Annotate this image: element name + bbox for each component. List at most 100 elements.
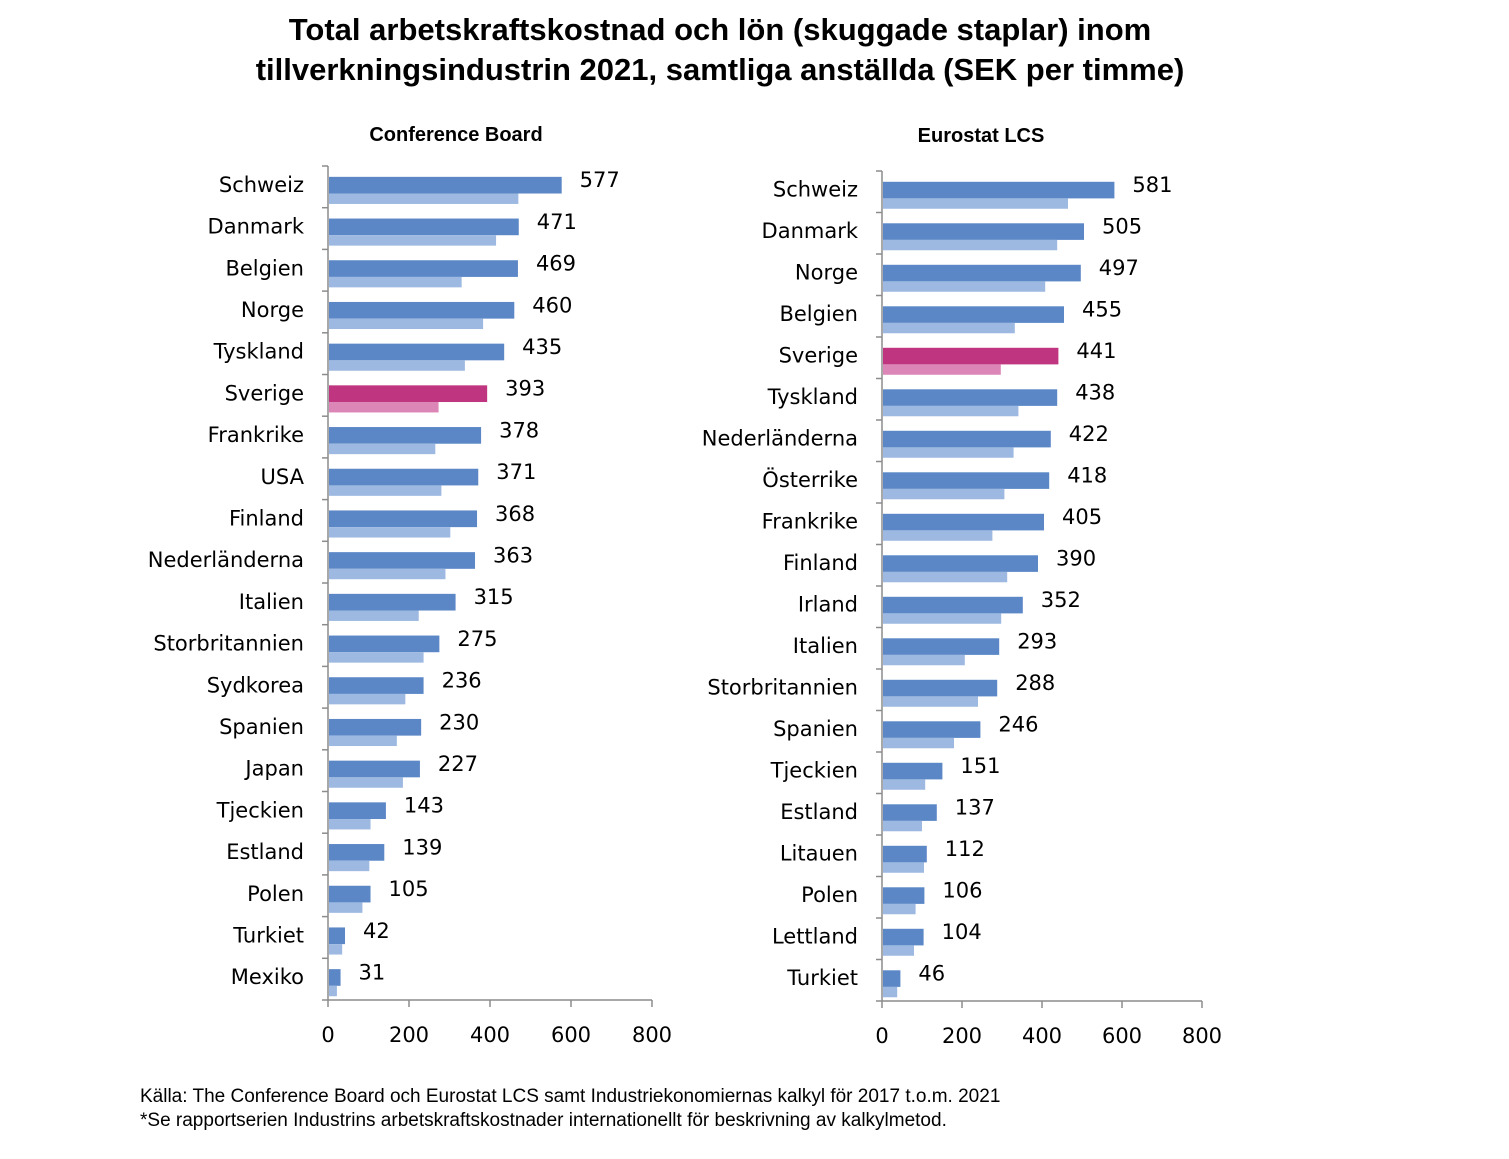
bar-total-nederlanderna [329,552,476,569]
bar-wage-norge [329,318,484,330]
category-label-tyskland: Tyskland [767,385,858,409]
bar-wage-osterrike [883,488,1005,500]
bar-wage-litauen [883,862,924,873]
bar-wage-finland [329,527,451,538]
bar-total-lettland [883,928,924,946]
bar-total-irland [883,596,1023,614]
category-label-tjeckien: Tjeckien [770,759,858,783]
bar-total-tjeckien [329,802,386,820]
bar-total-nederlanderna [883,430,1051,448]
category-label-schweiz: Schweiz [219,173,304,197]
value-label-schweiz: 577 [580,168,620,192]
bar-total-schweiz [883,181,1115,199]
bar-total-litauen [883,845,927,863]
value-label-danmark: 505 [1102,215,1142,239]
value-label-turkiet: 46 [918,962,945,986]
x-tick-label: 400 [1022,1024,1062,1048]
bar-wage-belgien [329,276,462,288]
category-label-italien: Italien [793,634,858,658]
x-tick-label: 200 [389,1023,429,1047]
value-label-spanien: 246 [998,713,1038,737]
chart-title-line-1: Total arbetskraftskostnad och lön (skugg… [288,12,1152,47]
bar-total-norge [883,264,1081,282]
bar-total-danmark [883,223,1084,240]
bar-total-polen [883,887,925,904]
category-label-polen: Polen [801,883,858,907]
category-label-frankrike: Frankrike [208,423,304,447]
x-tick-label: 600 [551,1023,591,1047]
bar-wage-polen [329,902,363,913]
bar-wage-tjeckien [329,819,371,830]
value-label-polen: 106 [942,879,982,903]
bar-wage-tyskland [329,360,465,371]
bar-wage-schweiz [883,198,1068,209]
bar-wage-turkiet [329,944,343,955]
category-label-irland: Irland [798,593,858,617]
category-label-norge: Norge [241,298,304,322]
bar-total-belgien [883,306,1064,323]
panel-conference-board: Conference Board 0 200 400 600 800 Schweiz 577 D… [148,124,672,1047]
value-label-finland: 368 [495,502,535,526]
source-note: Källa: The Conference Board och Eurostat… [140,1085,1000,1133]
bar-total-storbritannien [329,635,440,653]
bar-wage-finland [883,571,1008,583]
value-label-nederlanderna: 363 [493,543,533,567]
value-label-tyskland: 438 [1075,381,1115,405]
source-line-2: *Se rapportserien Industrins arbetskraft… [140,1110,947,1131]
bar-total-japan [329,760,420,778]
value-label-japan: 227 [438,752,478,776]
value-label-norge: 497 [1099,256,1139,280]
bar-wage-lettland [883,945,914,956]
bar-total-estland [883,804,937,821]
bar-total-tjeckien [883,762,943,780]
bar-total-tyskland [883,389,1058,406]
bar-total-frankrike [883,513,1044,531]
category-label-storbritannien: Storbritannien [707,676,858,700]
category-label-sverige: Sverige [225,381,304,405]
bar-wage-belgien [883,322,1015,334]
category-label-danmark: Danmark [208,215,305,239]
bar-total-tyskland [329,343,505,361]
bar-wage-nederlanderna [329,568,446,580]
category-label-belgien: Belgien [225,256,304,280]
value-label-sverige: 393 [505,377,545,401]
bar-wage-schweiz [329,193,519,204]
bar-total-sverige [883,347,1059,365]
value-label-irland: 352 [1041,588,1081,612]
bar-wage-danmark [329,235,497,246]
bar-total-sydkorea [329,677,424,694]
value-label-litauen: 112 [945,837,985,861]
bar-wage-mexiko [329,985,337,997]
value-label-tjeckien: 143 [404,794,444,818]
panel-title: Eurostat LCS [918,125,1045,147]
panel-title: Conference Board [369,124,542,146]
value-label-sydkorea: 236 [442,669,482,693]
category-label-spanien: Spanien [219,715,304,739]
value-label-turkiet: 42 [363,919,390,943]
bar-wage-norge [883,281,1046,292]
category-label-lettland: Lettland [772,925,858,949]
category-label-japan: Japan [243,757,304,781]
bar-wage-irland [883,613,1002,624]
chart-title: Total arbetskraftskostnad och lön (skugg… [0,10,1440,90]
bar-total-storbritannien [883,679,998,697]
category-label-spanien: Spanien [773,717,858,741]
bar-wage-spanien [329,735,397,747]
bar-wage-sverige [329,402,439,413]
bar-wage-estland [329,860,370,872]
category-label-danmark: Danmark [762,219,859,243]
category-label-sydkorea: Sydkorea [207,673,304,697]
bar-wage-tyskland [883,405,1019,417]
category-label-usa: USA [261,465,305,489]
value-label-danmark: 471 [537,210,577,234]
bar-wage-sydkorea [329,693,406,705]
bar-wage-italien [329,610,419,621]
bar-total-danmark [329,218,519,236]
x-tick-label: 200 [942,1024,982,1048]
panel-eurostat-lcs: Eurostat LCS 0 200 400 600 800 Schweiz 581 Danma… [702,125,1222,1048]
bar-wage-estland [883,820,922,832]
category-label-osterrike: Österrike [762,467,858,492]
value-label-belgien: 455 [1082,298,1122,322]
value-label-belgien: 469 [536,252,576,276]
